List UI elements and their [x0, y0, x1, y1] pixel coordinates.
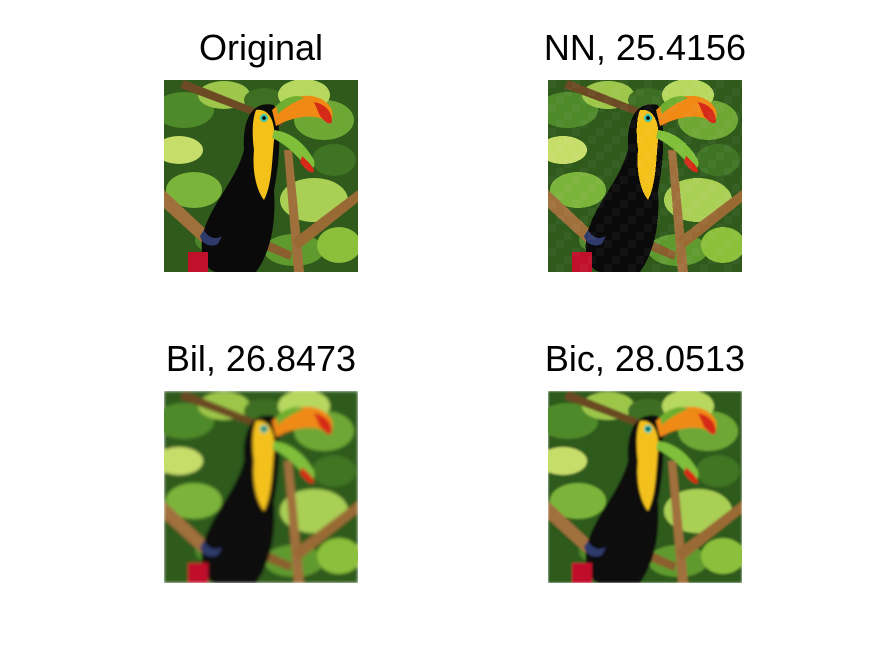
panel-nearest-neighbor: NN, 25.4156 — [544, 28, 746, 272]
toucan-image — [164, 391, 358, 583]
panel-title: Original — [198, 27, 324, 68]
toucan-image — [548, 391, 742, 583]
toucan-image — [164, 80, 358, 272]
panel-bicubic: Bic, 28.0513 — [545, 339, 745, 583]
toucan-image — [548, 80, 742, 272]
panel-original: Original — [164, 28, 358, 272]
panel-bilinear: Bil, 26.8473 — [164, 339, 358, 583]
panel-title: NN, 25.4156 — [543, 27, 747, 68]
panel-title: Bil, 26.8473 — [165, 338, 357, 379]
panel-title: Bic, 28.0513 — [544, 338, 746, 379]
